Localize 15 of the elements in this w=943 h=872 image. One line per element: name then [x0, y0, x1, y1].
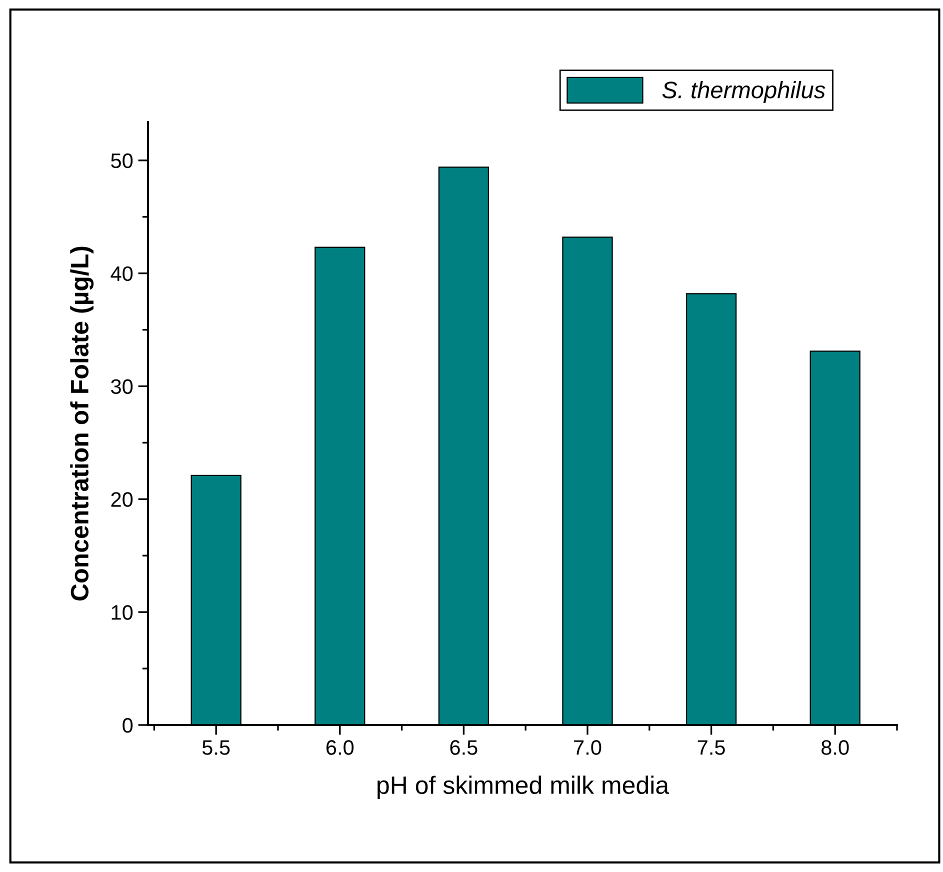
y-tick-label: 0: [122, 718, 133, 733]
x-tick-label: 7.5: [698, 740, 725, 755]
x-tick-label: 7.0: [574, 740, 602, 755]
y-tick-label: 50: [111, 153, 133, 168]
x-tick-label: 6.5: [450, 740, 478, 755]
x-tick-label: 6.0: [326, 740, 354, 755]
legend-label: S. thermophilus: [662, 81, 826, 104]
x-axis-title: pH of skimmed milk media: [378, 776, 670, 799]
x-tick-label: 8.0: [822, 740, 849, 755]
y-axis-title: Concentration of Folate (µg/L): [70, 246, 94, 600]
y-tick-label: 40: [110, 266, 133, 282]
x-tick-label: 5.5: [202, 740, 230, 755]
y-tick-label: 10: [112, 605, 133, 620]
y-tick-label: 30: [111, 379, 133, 394]
y-tick-label: 20: [111, 492, 133, 507]
